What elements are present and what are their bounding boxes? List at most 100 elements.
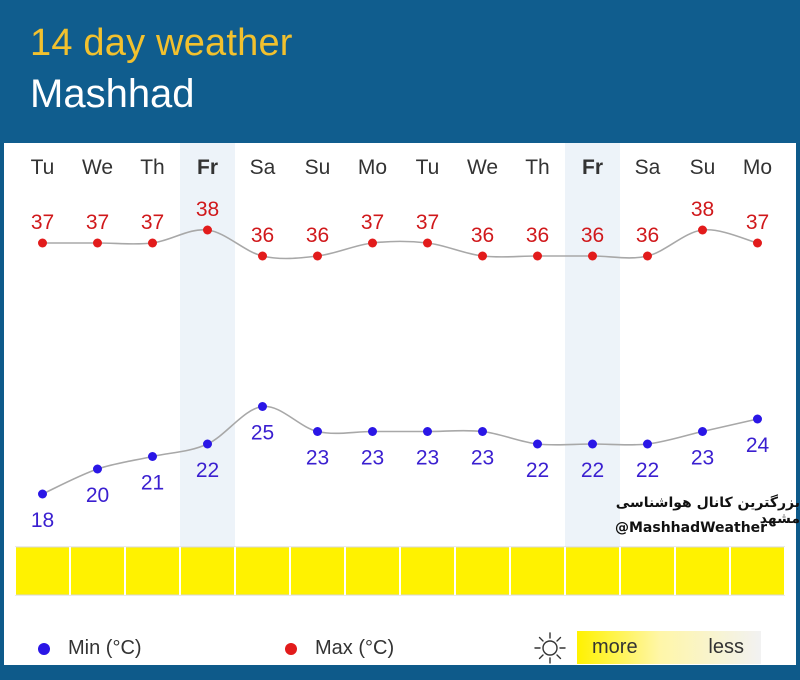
min-point [478,427,487,436]
max-value-label: 37 [141,211,164,234]
day-label: Th [525,156,550,179]
day-label: Tu [416,156,440,179]
min-series-line [42,405,758,495]
sun-bar-cell [345,547,400,595]
min-point [533,439,542,449]
sun-bar-cell [730,547,785,595]
sun-icon [534,632,566,664]
min-value-label: 20 [86,484,109,507]
min-value-label: 22 [196,459,219,482]
sun-bar-cell [180,547,235,595]
max-point [423,238,432,248]
sun-bar-cell [565,547,620,595]
max-value-label: 36 [471,224,494,247]
max-dot-icon [285,642,297,655]
min-value-label: 23 [306,447,329,470]
sun-bar-cell [510,547,565,595]
min-value-label: 22 [636,459,659,482]
sun-scale-more: more [592,636,638,658]
min-point [38,489,47,499]
sun-bar-cell [455,547,510,595]
weekend-band [180,143,235,547]
max-point [533,251,542,261]
max-point [753,238,762,248]
min-point [698,427,707,436]
min-value-label: 18 [31,509,54,532]
max-value-label: 37 [361,211,384,234]
min-value-label: 23 [471,447,494,470]
sun-bar-cell [15,547,70,595]
min-point [93,464,102,474]
min-value-label: 24 [746,434,770,457]
day-label: Su [305,156,331,179]
min-point [588,439,597,449]
legend-max: Max (°C) [285,637,394,660]
max-point [38,238,47,248]
weekend-band [565,143,620,547]
day-label: Fr [582,156,603,179]
min-point [368,427,377,436]
max-point [258,251,267,261]
max-value-label: 37 [416,211,439,234]
min-point [203,439,212,449]
min-point [258,402,267,411]
max-value-label: 37 [86,211,109,234]
day-label: Sa [250,156,276,179]
max-point [148,238,157,248]
min-point [643,439,652,449]
max-value-label: 36 [636,224,659,247]
day-label: Mo [358,156,387,179]
sun-bar-cell [620,547,675,595]
legend-min: Min (°C) [38,637,142,660]
min-value-label: 23 [361,447,384,470]
max-value-label: 36 [526,224,549,247]
min-value-label: 23 [691,447,714,470]
day-label: We [82,156,113,179]
sun-scale-less: less [708,636,744,658]
city-name: Mashhad [30,72,195,116]
min-value-label: 22 [581,459,604,482]
watermark-handle: @MashhadWeather [615,520,768,536]
max-point [478,251,487,261]
min-value-label: 22 [526,459,549,482]
day-label: Th [140,156,165,179]
max-point [588,251,597,261]
min-dot-icon [38,642,50,655]
min-value-label: 23 [416,447,439,470]
max-value-label: 36 [581,224,604,247]
max-point [643,251,652,261]
max-value-label: 36 [306,224,329,247]
sun-scale: more less [577,631,761,664]
page-title: 14 day weather [30,22,293,64]
max-value-label: 36 [251,224,274,247]
min-point [148,452,157,461]
sun-bar-cell [125,547,180,595]
max-value-label: 38 [691,198,714,221]
forecast-chart: Tu 37 18 We 37 20 Th 37 21 Fr 38 22 Sa 36 25 Su 36 23 Mo 37… [14,143,786,596]
min-value-label: 21 [141,472,164,495]
max-value-label: 37 [31,211,54,234]
max-point [203,225,212,235]
legend-min-label: Min (°C) [68,637,142,659]
max-point [368,238,377,248]
watermark-text: بزرگترین کانال هواشناسی مشهد [615,495,800,527]
max-value-label: 38 [196,198,219,221]
day-label: We [467,156,498,179]
header: 14 day weather Mashhad [0,0,800,143]
min-point [313,427,322,436]
max-point [698,225,707,235]
sun-bar-cell [70,547,125,595]
sun-bar-cell [235,547,290,595]
max-value-label: 37 [746,211,769,234]
max-point [93,238,102,248]
day-label: Su [690,156,716,179]
day-label: Mo [743,156,772,179]
min-point [753,414,762,424]
legend-max-label: Max (°C) [315,637,395,659]
sun-bar-cell [290,547,345,595]
sun-bar-cell [675,547,730,595]
footer-bar [0,665,800,680]
min-point [423,427,432,436]
min-value-label: 25 [251,422,274,445]
sun-bar-cell [400,547,455,595]
